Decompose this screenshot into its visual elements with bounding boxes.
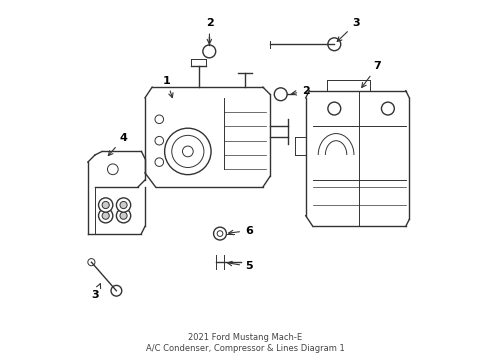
Circle shape: [172, 135, 204, 167]
Text: 7: 7: [362, 61, 381, 87]
Circle shape: [102, 212, 109, 219]
Circle shape: [107, 164, 118, 175]
Circle shape: [381, 102, 394, 115]
Circle shape: [214, 227, 226, 240]
Circle shape: [155, 136, 164, 145]
Circle shape: [328, 38, 341, 51]
Text: 3: 3: [337, 18, 360, 41]
Circle shape: [203, 45, 216, 58]
Circle shape: [217, 231, 223, 237]
Text: 3: 3: [92, 284, 100, 300]
Circle shape: [155, 115, 164, 123]
Circle shape: [120, 202, 127, 208]
Circle shape: [328, 102, 341, 115]
Text: 2: 2: [206, 18, 214, 44]
Circle shape: [165, 128, 211, 175]
Text: 2: 2: [292, 86, 310, 96]
Circle shape: [155, 158, 164, 166]
Text: 6: 6: [229, 226, 253, 235]
Circle shape: [98, 198, 113, 212]
Circle shape: [88, 258, 95, 266]
Circle shape: [117, 198, 131, 212]
Circle shape: [111, 285, 122, 296]
Circle shape: [120, 212, 127, 219]
Text: 2021 Ford Mustang Mach-E
A/C Condenser, Compressor & Lines Diagram 1: 2021 Ford Mustang Mach-E A/C Condenser, …: [146, 333, 344, 353]
Text: 5: 5: [227, 261, 253, 271]
Text: 4: 4: [108, 133, 128, 156]
Text: 1: 1: [163, 76, 173, 98]
Circle shape: [182, 146, 193, 157]
Circle shape: [274, 88, 287, 101]
Circle shape: [98, 208, 113, 223]
Circle shape: [117, 208, 131, 223]
Circle shape: [102, 202, 109, 208]
